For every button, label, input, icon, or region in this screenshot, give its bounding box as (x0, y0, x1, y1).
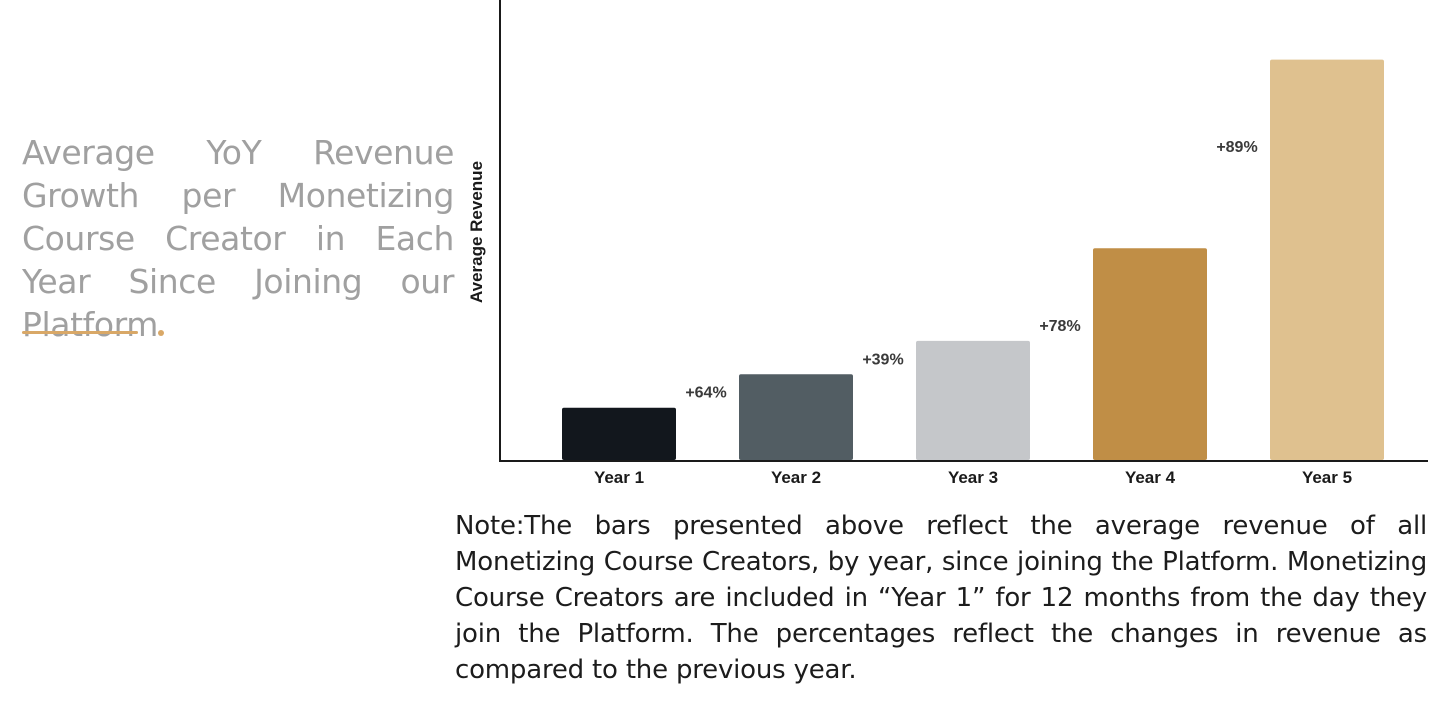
growth-label: +89% (1216, 139, 1257, 156)
x-tick-label: Year 3 (948, 468, 998, 487)
accent-rule (22, 331, 138, 334)
bar-year-5 (1270, 59, 1384, 460)
bar-year-2 (739, 374, 853, 460)
x-tick-label: Year 5 (1302, 468, 1352, 487)
growth-label: +39% (862, 351, 903, 368)
growth-label: +78% (1039, 318, 1080, 335)
bar-year-1 (562, 407, 676, 460)
growth-label: +64% (685, 385, 726, 402)
chart-note: Note:The bars presented above reflect th… (455, 511, 1427, 685)
labels-layer: Year 1 Year 2 +64% Year 3 +39% Year 4 +78% Year… (594, 139, 1352, 487)
accent-dot (158, 330, 164, 336)
x-tick-label: Year 2 (771, 468, 821, 487)
y-axis-label: Average Revenue (467, 161, 486, 303)
bar-year-3 (916, 340, 1030, 460)
x-tick-label: Year 1 (594, 468, 644, 487)
bar-chart: Average Revenue Year 1 Year 2 +64% Year 3 +3… (467, 0, 1428, 487)
chart-headline: Average YoY Revenue Growth per Monetizin… (22, 133, 454, 344)
bars-layer (562, 59, 1384, 460)
x-tick-label: Year 4 (1125, 468, 1176, 487)
bar-year-4 (1093, 248, 1207, 460)
